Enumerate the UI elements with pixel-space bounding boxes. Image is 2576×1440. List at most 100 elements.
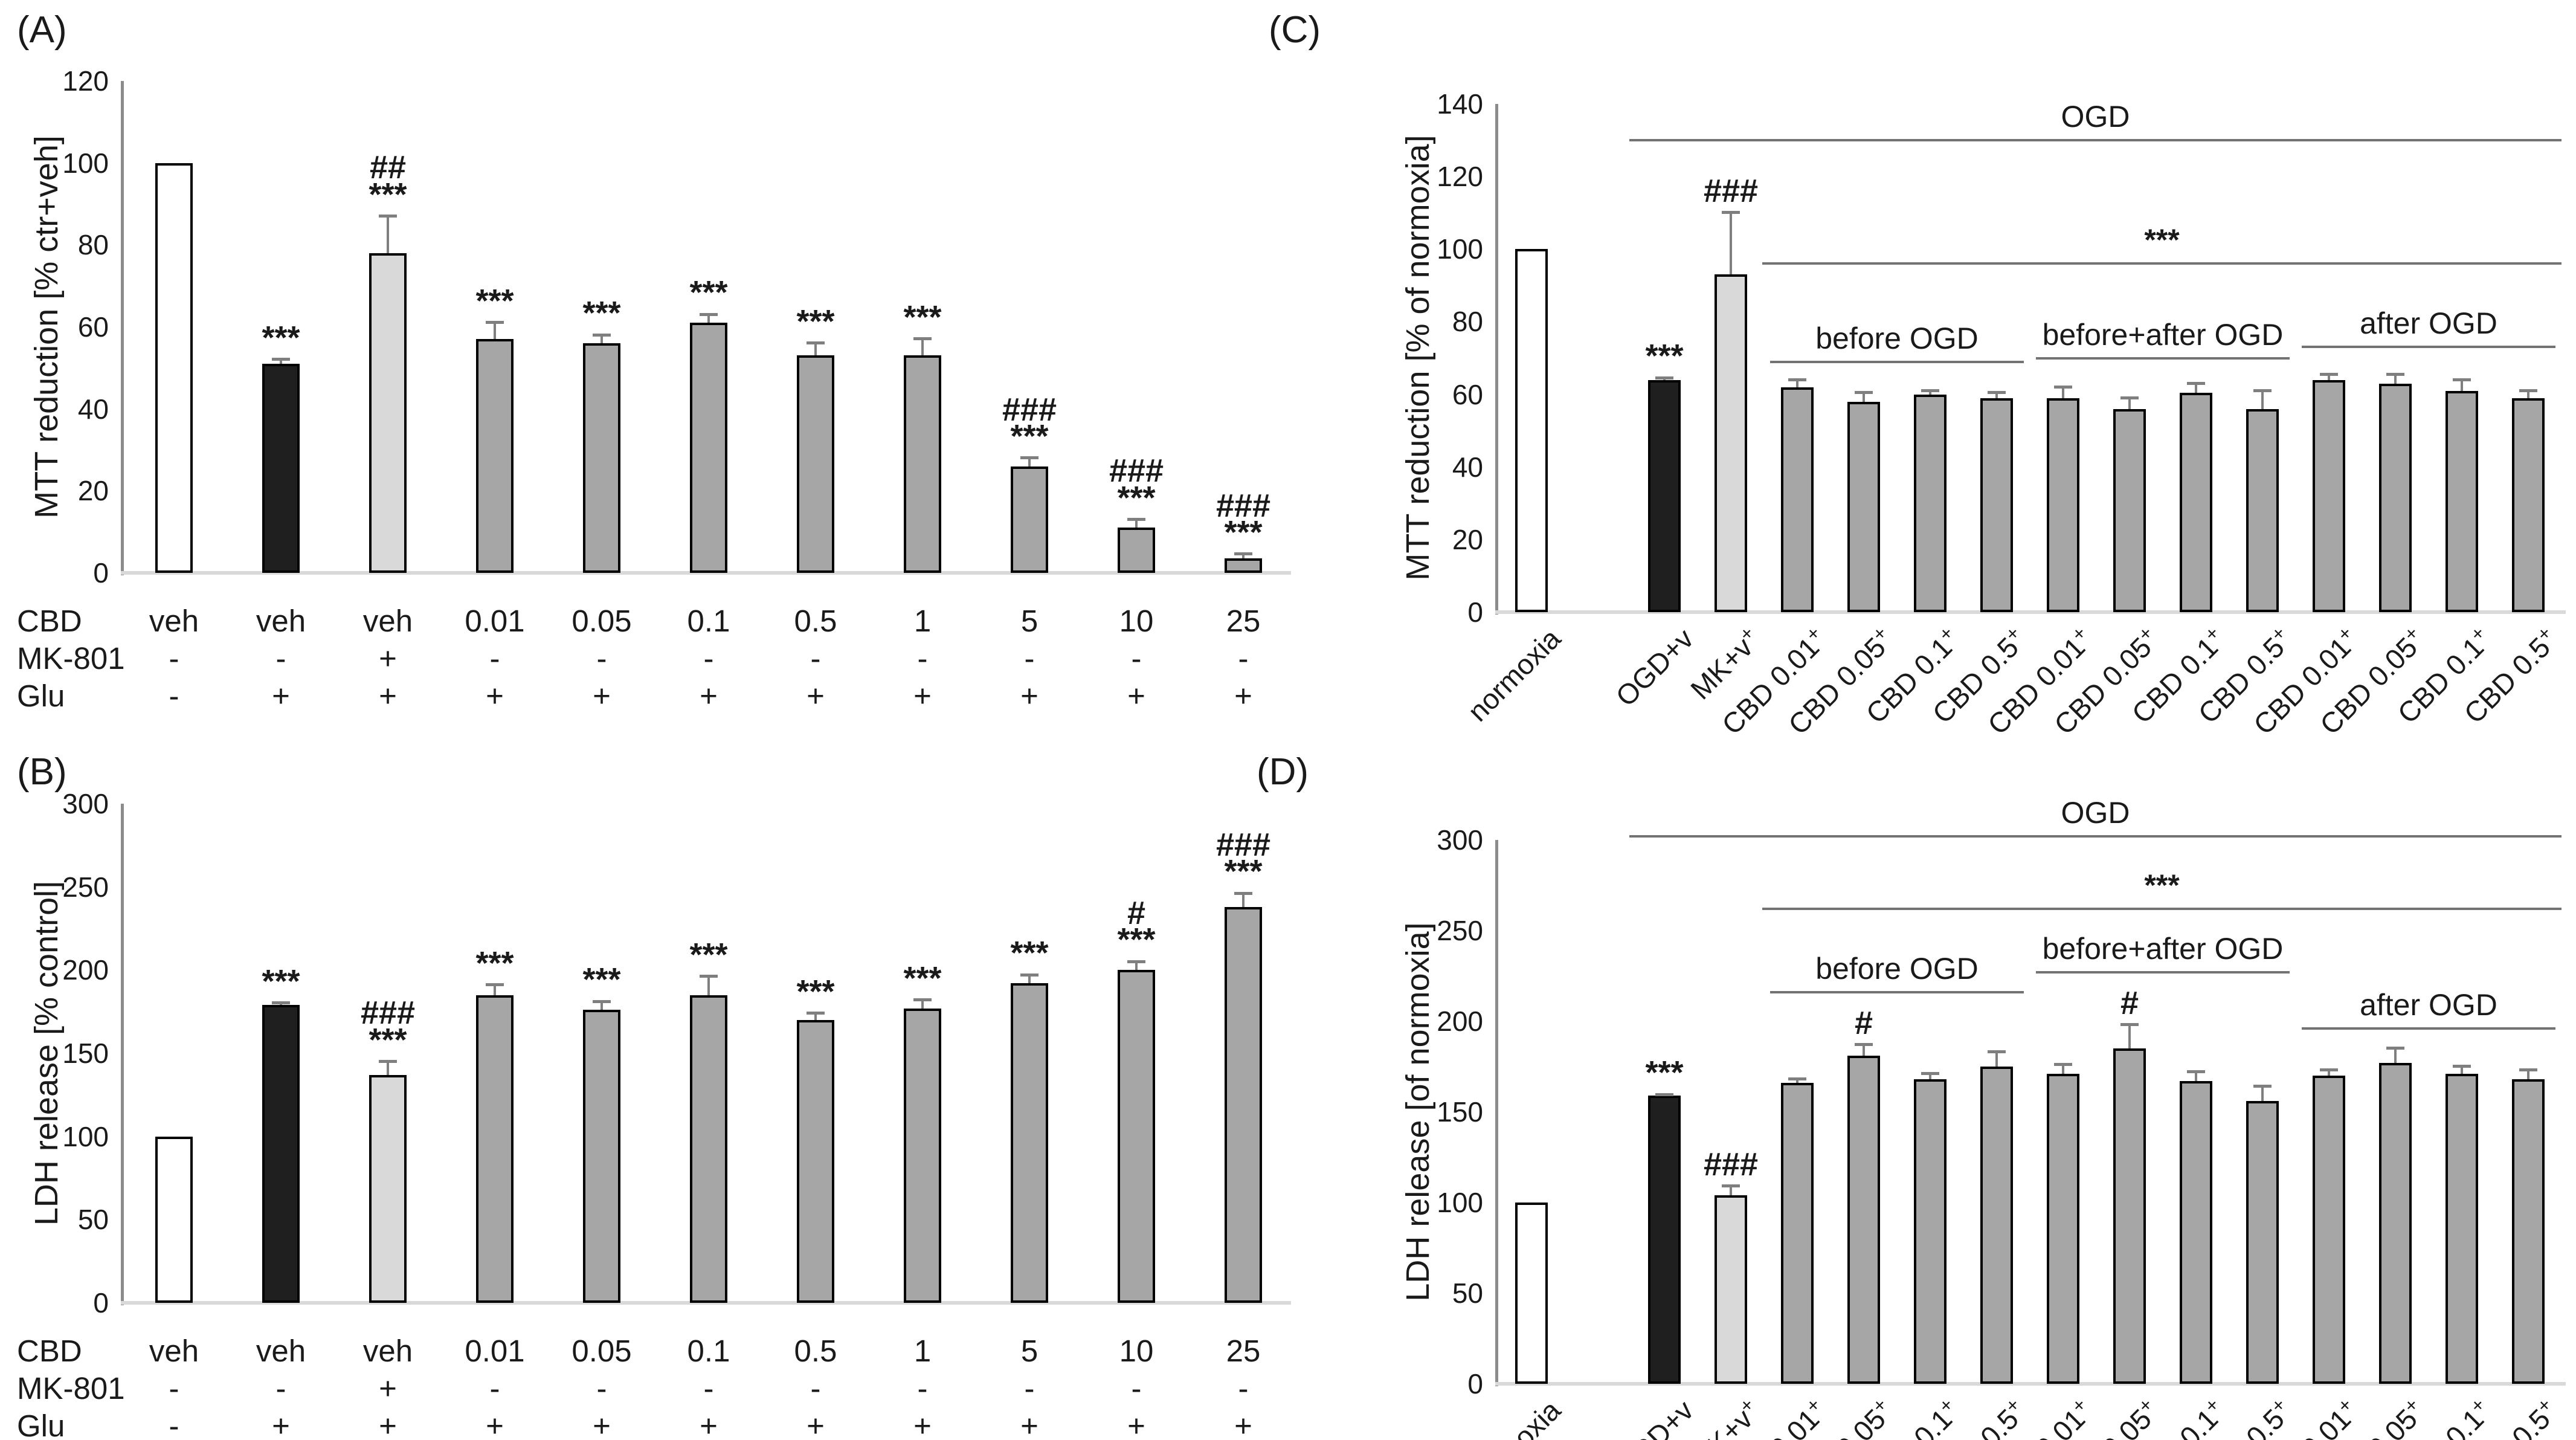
significance-mark: *** [1645,338,1684,375]
superscript-plus: + [2067,1393,2091,1417]
bracket-line [1762,262,2562,265]
y-tick-label: 150 [1437,1096,1483,1128]
plot-area: *** ## *** *** *** *** *** *** ### *** ### *** ### **… [121,81,1291,575]
significance-mark: *** [1224,853,1263,890]
bar [369,1074,407,1303]
x-table-cell: 25 [1226,1334,1261,1368]
significance-annotation: ### *** [291,996,485,1058]
error-bar-cap [1127,960,1145,963]
error-bar [2527,1070,2529,1079]
bar [1914,394,1946,612]
bar [2313,379,2345,612]
panel-a-label: (A) [17,9,67,51]
x-table-cell: 0.1 [687,1334,730,1368]
significance-annotation: *** [826,299,1019,336]
superscript-plus: + [2399,1393,2423,1417]
x-table-cell: - [917,641,928,676]
y-axis-line [121,804,124,1305]
x-table-cell: - [169,679,179,713]
x-table-cell: 0.05 [572,604,632,638]
x-table-cell: - [275,1371,286,1406]
error-bar [2195,1072,2197,1081]
x-table-cell: + [807,1409,825,1440]
bar [2512,398,2545,612]
y-axis-line [1495,104,1498,615]
x-category-label: normoxia [1321,1393,1567,1440]
significance-annotation: *** [612,276,805,309]
significance-mark: ### [1703,172,1759,209]
x-table-cell: + [807,679,825,713]
error-bar [2527,390,2529,398]
error-bar-cap [1655,1093,1673,1096]
plot-area: *** ### *** *** *** *** *** *** *** # *** ### *** [121,804,1291,1305]
error-bar [2394,374,2397,384]
y-tick-label: 40 [1452,451,1483,483]
error-bar [1028,458,1031,467]
x-table-cell: - [1024,1371,1035,1406]
significance-annotation: ### [1634,1148,1827,1181]
x-table-cell: 0.05 [572,1334,632,1368]
bar [2512,1079,2545,1384]
y-tick-label: 0 [93,1287,109,1319]
significance-mark: *** [903,299,942,336]
significance-mark: *** [1224,514,1263,551]
error-bar-cap [486,321,504,324]
bar [2047,398,2079,612]
significance-mark: *** [1645,1054,1684,1091]
significance-annotation: ### *** [1147,828,1340,890]
error-bar [387,1061,389,1075]
x-table-cell: 1 [913,604,932,638]
error-bar-cap [1722,1184,1740,1187]
bar [904,355,941,573]
error-bar [1863,392,1865,402]
error-bar [2062,387,2064,398]
x-table-cell: 0.1 [687,604,730,638]
significance-annotation: *** [826,961,1019,994]
error-bar-cap [1988,390,2006,394]
x-table-cell: - [596,641,607,676]
bar [1980,398,2013,612]
x-table-cell: veh [149,604,199,638]
error-bar [2062,1065,2064,1074]
significance-mark: *** [369,1021,407,1058]
y-tick-label: 100 [1437,1187,1483,1218]
x-table-cell: - [596,1371,607,1406]
x-table-cell: - [703,641,714,676]
error-bar-cap [807,341,825,345]
y-tick-label: 250 [62,871,109,903]
x-table-cell: veh [149,1334,199,1368]
error-bar-cap [913,337,932,341]
bar [2379,383,2412,612]
bar [1118,970,1155,1303]
bar [262,364,300,573]
error-bar [2128,1025,2131,1048]
error-bar-cap [2120,1023,2139,1026]
significance-mark: *** [1117,922,1156,958]
x-table-cell: - [169,641,179,676]
y-tick-label: 250 [1437,915,1483,946]
bracket-label: OGD [2061,100,2130,134]
error-bar-cap [2386,1047,2404,1050]
significance-mark: *** [369,176,407,213]
bar [1781,387,1814,612]
error-bar-cap [1921,1072,1939,1075]
x-table-cell: - [1024,641,1035,676]
bar [262,1005,300,1303]
superscript-plus: + [2333,1393,2357,1417]
y-tick-label: 20 [77,475,109,507]
y-tick-label: 0 [1467,1368,1483,1400]
x-table-cell: - [1238,641,1249,676]
x-table-cell: veh [256,1334,306,1368]
significance-annotation: *** [505,963,698,996]
y-tick-label: 120 [1437,161,1483,193]
bar [797,355,834,573]
x-table-cell: - [489,1371,500,1406]
bracket-line [2036,357,2290,360]
significance-annotation: ### [1634,172,1827,209]
bar [1715,1195,1747,1384]
significance-annotation: ### *** [1040,454,1233,514]
significance-annotation: # [1767,1007,1960,1039]
x-table-cell: - [810,641,821,676]
